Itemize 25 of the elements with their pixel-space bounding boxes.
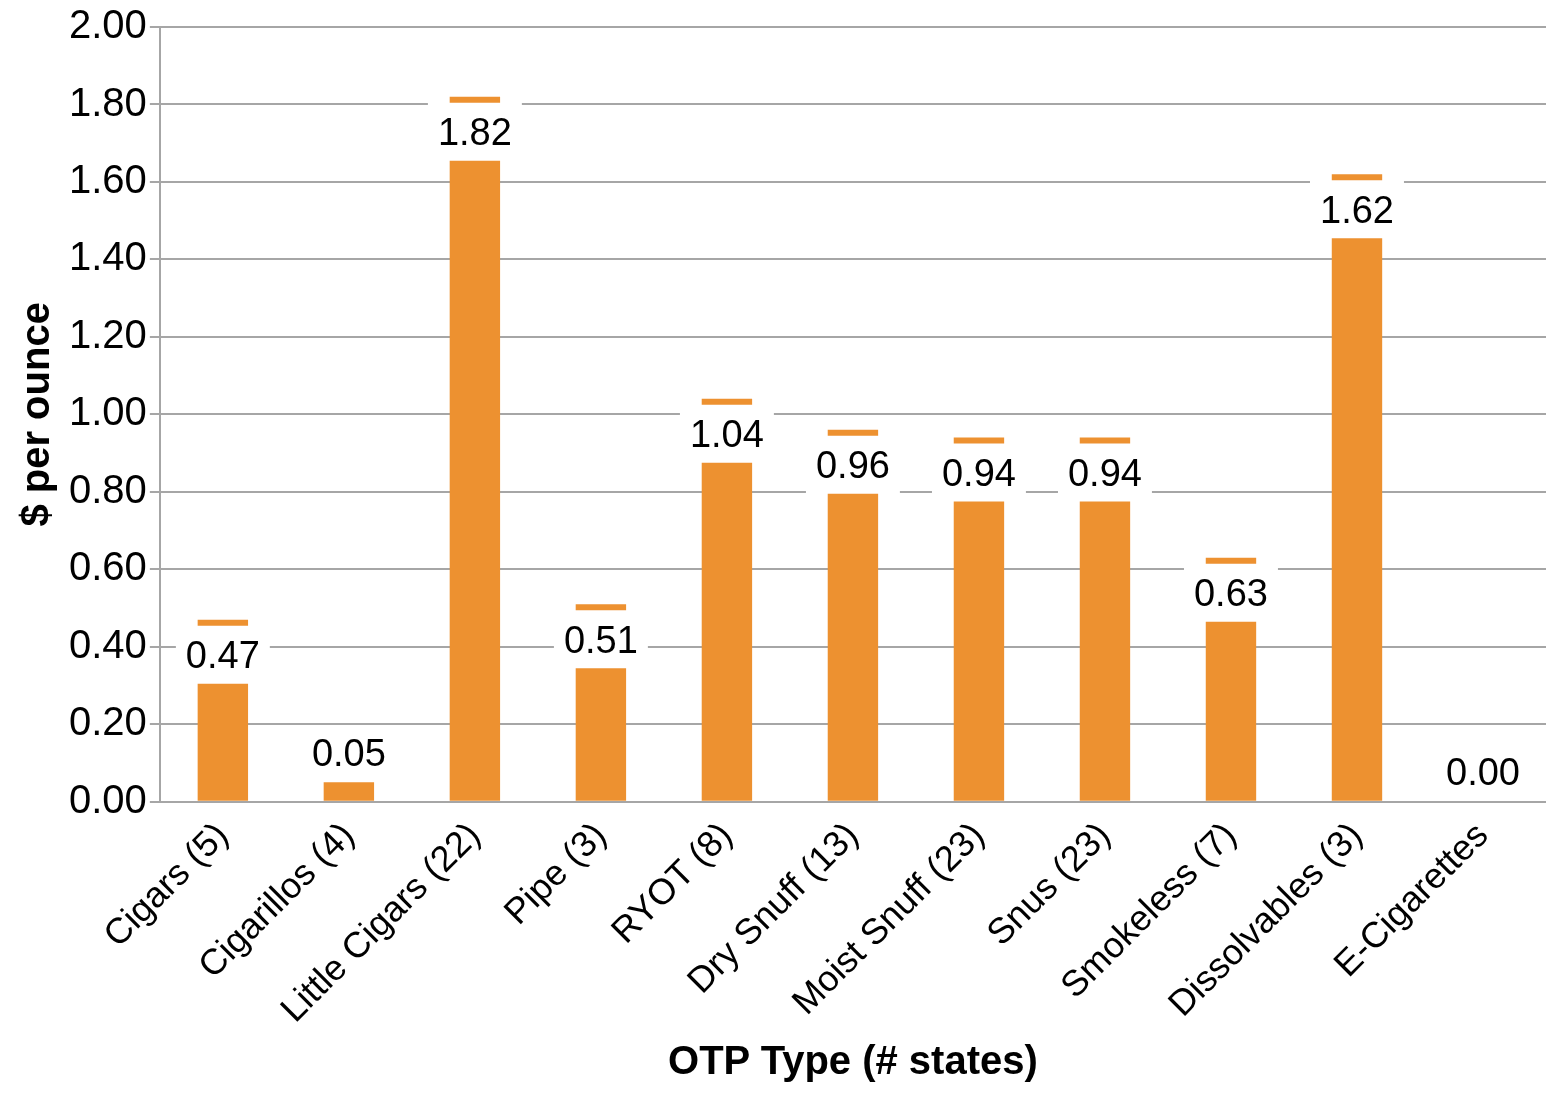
data-label: 0.63	[1193, 572, 1268, 615]
data-label: 0.47	[185, 634, 260, 677]
data-label: 0.51	[563, 618, 638, 661]
data-label: 1.82	[437, 111, 512, 154]
y-tick-label: 2.00	[68, 2, 147, 47]
data-label: 1.62	[1320, 188, 1394, 231]
data-label: 1.04	[689, 413, 764, 456]
x-axis-title: OTP Type (# states)	[668, 1038, 1038, 1083]
data-label: 0.94	[941, 452, 1016, 495]
y-axis-title: $ per ounce	[13, 302, 58, 527]
data-label: 0.00	[1446, 751, 1520, 794]
y-tick-label: 1.40	[68, 234, 147, 279]
data-label: 0.05	[311, 731, 386, 774]
y-tick-label: 1.60	[68, 156, 147, 201]
y-tick-label: 0.40	[68, 621, 147, 666]
y-tick-label: 0.60	[68, 544, 147, 589]
y-tick-label: 0.20	[68, 699, 147, 744]
y-tick-label: 0.00	[68, 776, 147, 821]
y-tick-label: 1.80	[68, 79, 147, 124]
data-label: 0.96	[815, 444, 890, 487]
data-label: 0.94	[1067, 452, 1142, 495]
y-tick-label: 1.20	[68, 311, 147, 356]
y-tick-label: 1.00	[68, 389, 147, 434]
y-tick-label: 0.80	[68, 466, 147, 511]
bar	[323, 782, 375, 801]
